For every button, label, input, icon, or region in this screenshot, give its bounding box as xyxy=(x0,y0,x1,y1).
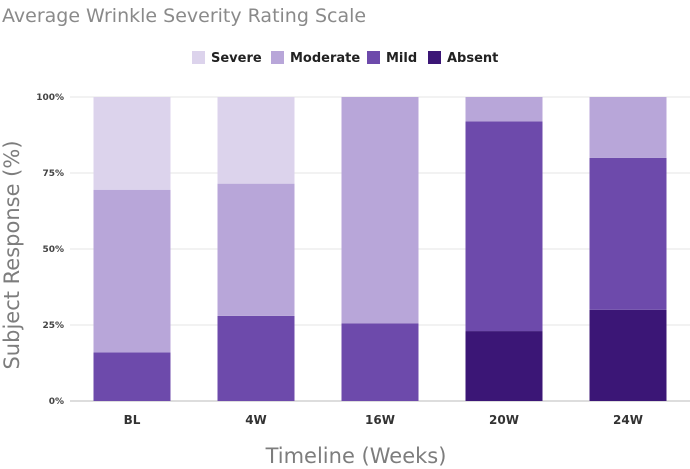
legend-swatch-absent xyxy=(428,51,441,64)
bar-segment-moderate-24w xyxy=(589,97,667,158)
bar-segment-mild-4w xyxy=(217,315,295,401)
x-tick-label: BL xyxy=(124,413,141,427)
legend-label-mild: Mild xyxy=(386,51,417,66)
legend: Severe Moderate Mild Absent xyxy=(192,51,498,66)
y-tick-label: 100% xyxy=(36,93,64,103)
bar-segment-mild-16w xyxy=(341,323,419,401)
legend-swatch-moderate xyxy=(271,51,284,64)
x-tick-label: 24W xyxy=(613,413,643,427)
y-axis-ticks: 0% 25% 50% 75% 100% xyxy=(36,93,64,407)
legend-label-severe: Severe xyxy=(211,51,262,66)
bars xyxy=(93,97,667,401)
y-tick-label: 75% xyxy=(42,169,64,179)
y-axis-label: Subject Response (%) xyxy=(0,140,24,369)
legend-label-absent: Absent xyxy=(447,51,498,66)
bar-segment-moderate-bl xyxy=(93,189,171,353)
bar-segment-moderate-20w xyxy=(465,97,543,122)
bar-segment-severe-4w xyxy=(217,97,295,184)
bar-segment-moderate-4w xyxy=(217,183,295,316)
y-tick-label: 0% xyxy=(49,397,64,407)
bar-segment-mild-bl xyxy=(93,352,171,401)
y-tick-label: 50% xyxy=(42,245,64,255)
x-axis-label: Timeline (Weeks) xyxy=(265,444,447,468)
chart-title: Average Wrinkle Severity Rating Scale xyxy=(2,5,366,27)
bar-segment-absent-24w xyxy=(589,309,667,401)
legend-swatch-severe xyxy=(192,51,205,64)
x-tick-label: 4W xyxy=(245,413,267,427)
x-axis-ticks: BL 4W 16W 20W 24W xyxy=(124,413,643,427)
bar-segment-absent-20w xyxy=(465,331,543,401)
y-tick-label: 25% xyxy=(42,321,64,331)
bar-segment-mild-20w xyxy=(465,121,543,332)
legend-label-moderate: Moderate xyxy=(290,51,360,66)
bar-segment-moderate-16w xyxy=(341,97,419,324)
legend-swatch-mild xyxy=(367,51,380,64)
x-tick-label: 20W xyxy=(489,413,519,427)
bar-segment-severe-bl xyxy=(93,97,171,190)
bar-segment-mild-24w xyxy=(589,157,667,310)
x-tick-label: 16W xyxy=(365,413,395,427)
